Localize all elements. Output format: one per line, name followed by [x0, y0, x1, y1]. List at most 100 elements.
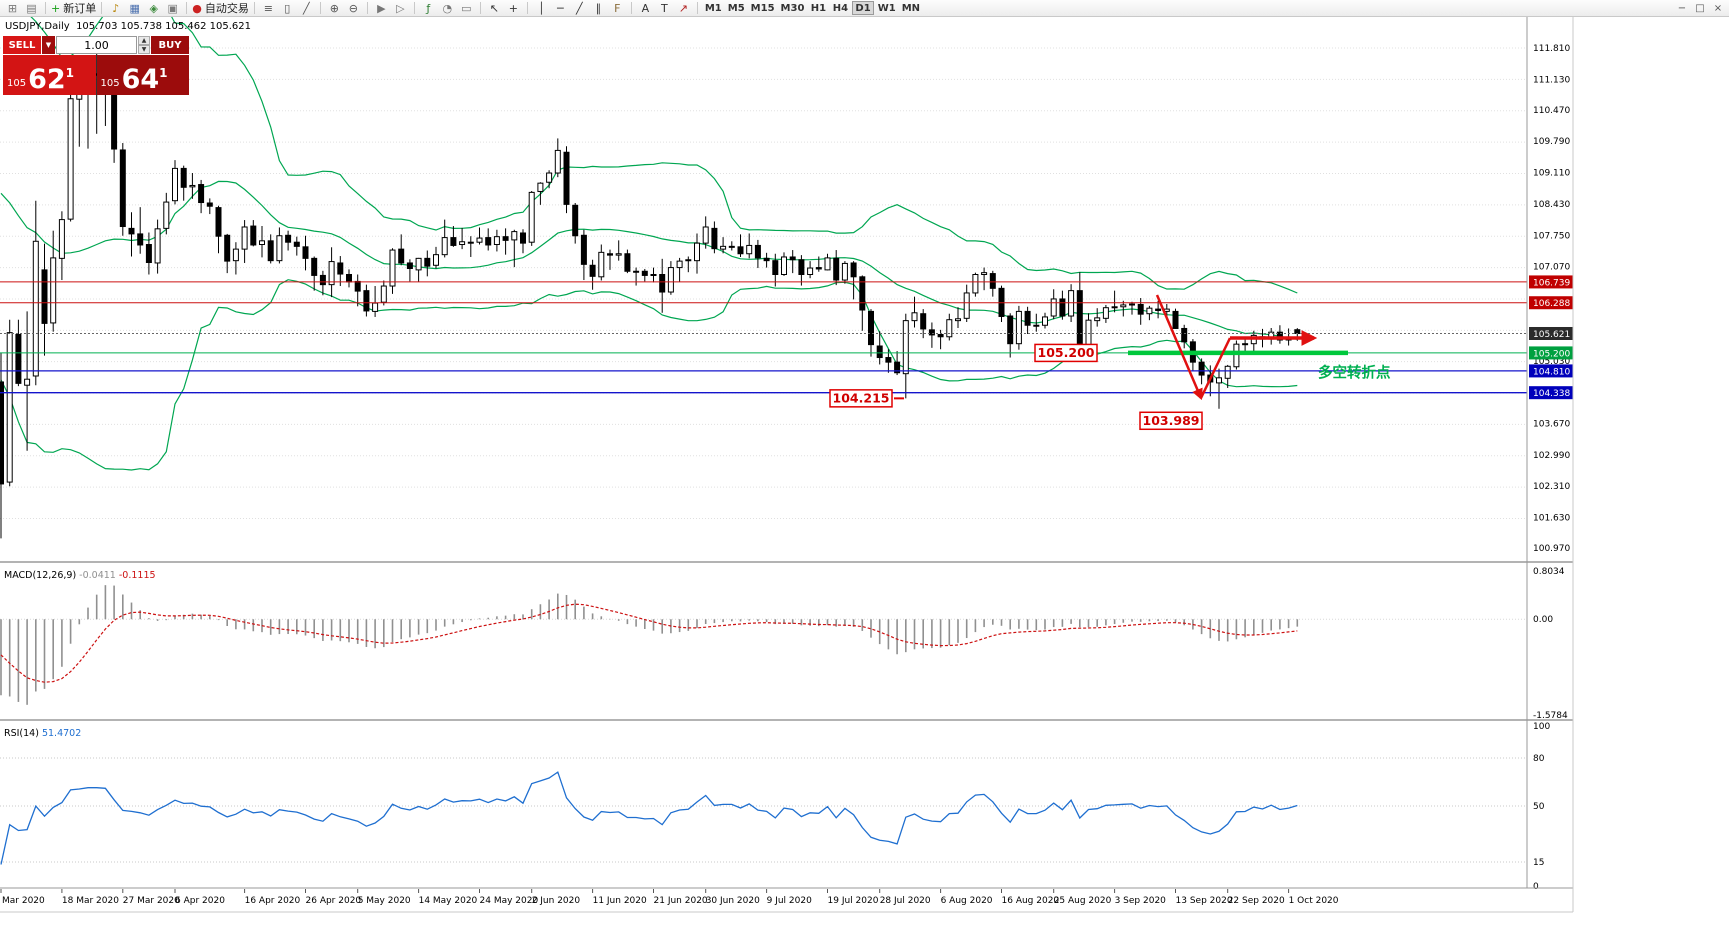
timeframe-m1-button[interactable]: M1	[704, 2, 722, 14]
svg-text:-1.5784: -1.5784	[1533, 711, 1568, 721]
arrows-tool-button[interactable]: ↗	[675, 1, 692, 16]
macd-panel[interactable]	[0, 585, 1527, 705]
indicators-button[interactable]: ƒ	[420, 1, 437, 16]
alerts-icon: ♪	[112, 1, 120, 15]
red-down-arrow	[1155, 294, 1203, 401]
equidistant-channel-button[interactable]: ∥	[590, 1, 607, 16]
price-axis[interactable]: 111.810 111.130 110.470 109.790 109.110 108.4…	[1529, 44, 1573, 554]
timeframe-m5-button[interactable]: M5	[727, 2, 745, 14]
new-order-button[interactable]: + 新订单	[51, 1, 96, 16]
autotrading-button[interactable]: ● 自动交易	[192, 1, 249, 16]
navigator-button[interactable]: ◈	[145, 1, 162, 16]
svg-text:103.989: 103.989	[1143, 413, 1200, 428]
svg-text:13 Sep 2020: 13 Sep 2020	[1176, 896, 1233, 906]
cursor-button[interactable]: ↖	[486, 1, 503, 16]
bar-chart-button[interactable]: ≡	[260, 1, 277, 16]
toolbar-separator	[101, 2, 103, 14]
timeframe-d1-button[interactable]: D1	[852, 1, 874, 15]
text-label-button[interactable]: T	[656, 1, 673, 16]
bollinger-upper	[30, 17, 1298, 294]
bollinger-bands	[0, 17, 1298, 471]
crosshair-button[interactable]: +	[505, 1, 522, 16]
buy-button[interactable]: BUY	[151, 36, 189, 54]
volume-down-icon[interactable]: ▼	[138, 45, 150, 54]
zoom-out-button[interactable]: ⊖	[345, 1, 362, 16]
timeframe-m30-button[interactable]: M30	[780, 2, 805, 14]
toolbar-separator	[630, 2, 632, 14]
buy-price-button[interactable]: 105 64 1	[96, 55, 189, 95]
bar-chart-icon: ≡	[263, 1, 273, 15]
price-tag	[1529, 386, 1573, 400]
market-watch-icon: ▦	[129, 1, 140, 15]
panel-separators[interactable]	[0, 17, 1574, 913]
sell-price-button[interactable]: 105 62 1	[3, 55, 96, 95]
rsi-line	[0, 771, 1298, 865]
svg-text:104.810: 104.810	[1533, 367, 1570, 377]
timeframe-w1-button[interactable]: W1	[877, 2, 896, 14]
price-annotation-box	[1139, 411, 1203, 431]
candle-chart-button[interactable]: ▯	[279, 1, 296, 16]
chart-profiles-button[interactable]: ▤	[23, 1, 40, 16]
svg-text:0.00: 0.00	[1533, 615, 1553, 625]
svg-text:102.990: 102.990	[1533, 451, 1570, 461]
autotrading-icon: ●	[192, 1, 202, 15]
horizontal-line-button[interactable]: ─	[552, 1, 569, 16]
zoom-in-button[interactable]: ⊕	[326, 1, 343, 16]
minimize-window-icon[interactable]: −	[1677, 2, 1687, 14]
new-chart-button[interactable]: ⊞	[4, 1, 21, 16]
vertical-line-button[interactable]: │	[533, 1, 550, 16]
toolbar-separator	[526, 2, 528, 14]
templates-button[interactable]: ▭	[458, 1, 475, 16]
svg-text:80: 80	[1533, 754, 1545, 764]
text-button[interactable]: A	[637, 1, 654, 16]
fibonacci-icon: F	[614, 1, 621, 15]
line-chart-button[interactable]: ╱	[298, 1, 315, 16]
svg-text:50: 50	[1533, 802, 1545, 812]
timeframe-mn-button[interactable]: MN	[901, 2, 921, 14]
svg-text:0.8034: 0.8034	[1533, 567, 1565, 577]
terminal-icon: ▣	[167, 1, 178, 15]
svg-text:27 Mar 2020: 27 Mar 2020	[123, 896, 180, 906]
buy-price-pip: 1	[159, 66, 168, 80]
price-tag	[1529, 296, 1573, 310]
svg-text:28 Jul 2020: 28 Jul 2020	[880, 896, 931, 906]
close-window-icon[interactable]: ×	[1713, 2, 1723, 14]
alerts-button[interactable]: ♪	[107, 1, 124, 16]
svg-text:14 May 2020: 14 May 2020	[419, 896, 478, 906]
auto-scroll-button[interactable]: ▶	[373, 1, 390, 16]
svg-text:110.470: 110.470	[1533, 106, 1570, 116]
restore-window-icon[interactable]: □	[1695, 2, 1705, 14]
chart-shift-button[interactable]: ▷	[392, 1, 409, 16]
periods-button[interactable]: ◔	[439, 1, 456, 16]
sell-button[interactable]: SELL	[3, 36, 41, 54]
svg-text:107.070: 107.070	[1533, 263, 1570, 273]
market-watch-button[interactable]: ▦	[126, 1, 143, 16]
svg-text:11 Jun 2020: 11 Jun 2020	[593, 896, 647, 906]
drawn-objects[interactable]: 105.200 104.215 103.989 多空转折点	[829, 294, 1391, 431]
volume-stepper[interactable]: ▲ ▼	[138, 36, 150, 54]
horizontal-line-icon: ─	[557, 1, 564, 15]
toolbar-separator	[253, 2, 255, 14]
svg-text:105.200: 105.200	[1533, 349, 1570, 359]
rsi-panel[interactable]	[0, 757, 1527, 865]
fibonacci-button[interactable]: F	[609, 1, 626, 16]
autotrading-label: 自动交易	[204, 1, 249, 15]
candles	[0, 52, 1301, 539]
volume-input[interactable]: 1.00	[56, 36, 137, 54]
chart-ohlc-title: USDJPY,Daily 105.703 105.738 105.462 105…	[5, 21, 252, 32]
svg-text:109.790: 109.790	[1533, 137, 1570, 147]
toolbar-separator	[366, 2, 368, 14]
timeframe-m15-button[interactable]: M15	[750, 2, 775, 14]
timeframe-h1-button[interactable]: H1	[810, 2, 827, 14]
volume-up-icon[interactable]: ▲	[138, 36, 150, 45]
svg-text:6 Aug 2020: 6 Aug 2020	[941, 896, 993, 906]
terminal-button[interactable]: ▣	[164, 1, 181, 16]
trendline-button[interactable]: ╱	[571, 1, 588, 16]
volume-dropdown-caret-icon[interactable]: ▼	[42, 36, 55, 54]
timeframe-h4-button[interactable]: H4	[832, 2, 849, 14]
svg-text:106.739: 106.739	[1533, 278, 1570, 288]
svg-text:5 May 2020: 5 May 2020	[358, 896, 411, 906]
svg-text:100.970: 100.970	[1533, 544, 1570, 554]
